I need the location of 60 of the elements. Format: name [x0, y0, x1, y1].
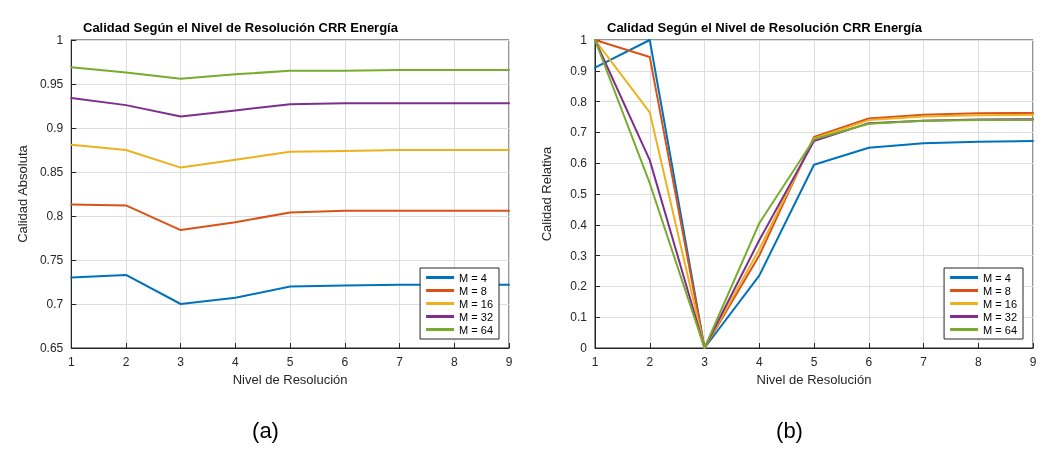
y-tick-label: 0.9 [570, 63, 588, 78]
x-tick-label: 6 [865, 355, 873, 369]
y-tick-label: 0.3 [570, 248, 588, 263]
x-tick-label: 8 [974, 355, 982, 369]
x-tick-label: 5 [810, 355, 818, 369]
y-tick-label: 0.75 [39, 253, 64, 267]
text: (b) [776, 417, 803, 443]
x-tick-label: 4 [232, 355, 240, 369]
y-tick-label: 1 [580, 33, 588, 47]
y-tick-label: 0.5 [570, 187, 588, 201]
x-axis-title: Nivel de Resolución [756, 371, 872, 387]
text: (a) [252, 417, 279, 443]
x-tick-label: 9 [505, 355, 513, 369]
legend-label: M = 32 [459, 310, 493, 323]
y-tick-label: 0.1 [570, 310, 588, 325]
y-axis-title: Calidad Relativa [539, 145, 554, 242]
legend-label: M = 16 [983, 297, 1017, 310]
y-tick-label: 0.4 [570, 217, 588, 232]
line-series [70, 97, 510, 118]
x-tick-label: 1 [591, 355, 599, 369]
x-tick-label: 2 [646, 355, 654, 369]
y-tick-label: 0.7 [570, 125, 588, 140]
line-series [70, 66, 510, 80]
chart-title: Calidad Según el Nivel de Resolución CRR Energía [607, 20, 923, 35]
legend-label: M = 4 [983, 271, 1011, 284]
line-series [594, 39, 1034, 349]
y-tick-label: 0.95 [39, 77, 64, 91]
y-axis-title: Calidad Absoluta [15, 144, 30, 243]
legend-label: M = 32 [983, 310, 1017, 323]
line-series [70, 203, 510, 232]
x-tick-label: 7 [396, 355, 404, 369]
y-tick-label: 0.85 [39, 165, 64, 179]
legend-label: M = 8 [983, 284, 1011, 297]
legend-label: M = 64 [983, 323, 1017, 336]
x-tick-label: 7 [920, 355, 928, 369]
chart-title: Calidad Según el Nivel de Resolución CRR Energía [83, 20, 399, 35]
legend-label: M = 64 [459, 323, 493, 336]
x-axis-title: Nivel de Resolución [232, 371, 348, 387]
y-tick-label: 0.7 [46, 297, 64, 311]
y-tick-label: 0 [580, 341, 588, 355]
y-tick-label: 0.9 [46, 121, 64, 135]
x-tick-label: 2 [122, 355, 130, 369]
x-tick-label: 3 [177, 355, 185, 369]
y-tick-label: 0.6 [570, 156, 588, 171]
x-tick-label: 9 [1029, 355, 1037, 369]
legend-label: M = 16 [459, 297, 493, 310]
y-tick-label: 0.8 [570, 94, 588, 109]
x-tick-label: 1 [67, 355, 75, 369]
y-tick-label: 0.8 [46, 209, 64, 223]
x-tick-label: 4 [755, 355, 763, 369]
legend-label: M = 4 [459, 271, 487, 284]
y-tick-label: 1 [56, 33, 64, 47]
x-tick-label: 6 [341, 355, 349, 369]
line-series [70, 143, 510, 169]
x-tick-label: 3 [701, 355, 709, 369]
y-tick-label: 0.2 [570, 279, 588, 294]
x-tick-label: 8 [450, 355, 458, 369]
y-tick-label: 0.65 [39, 341, 64, 355]
legend-label: M = 8 [459, 284, 487, 297]
x-tick-label: 5 [286, 355, 294, 369]
